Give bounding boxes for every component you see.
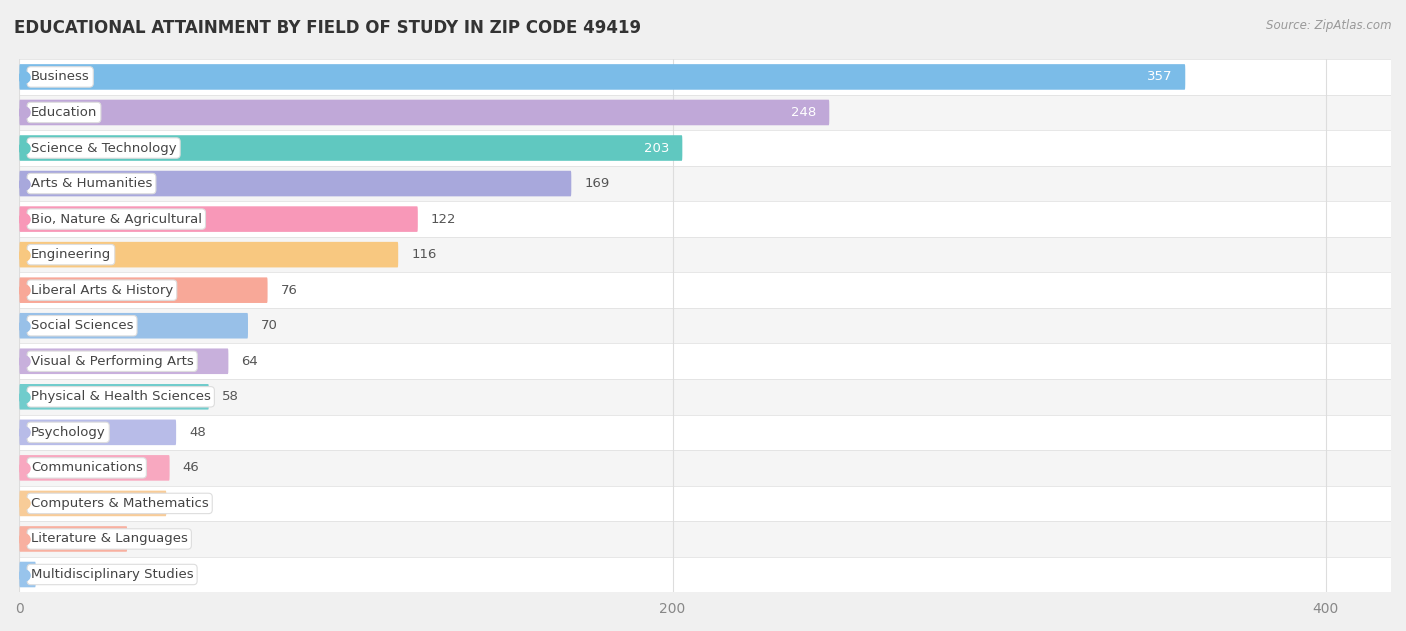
- FancyBboxPatch shape: [20, 313, 247, 338]
- Text: 33: 33: [141, 533, 157, 545]
- FancyBboxPatch shape: [20, 242, 398, 268]
- FancyBboxPatch shape: [20, 206, 418, 232]
- FancyBboxPatch shape: [20, 64, 1185, 90]
- FancyBboxPatch shape: [20, 491, 166, 516]
- Text: Arts & Humanities: Arts & Humanities: [31, 177, 152, 190]
- FancyBboxPatch shape: [20, 343, 1391, 379]
- FancyBboxPatch shape: [20, 166, 1391, 201]
- FancyBboxPatch shape: [20, 420, 176, 445]
- Text: 70: 70: [262, 319, 278, 333]
- Text: Education: Education: [31, 106, 97, 119]
- Text: 5: 5: [49, 568, 58, 581]
- Text: 122: 122: [430, 213, 457, 226]
- FancyBboxPatch shape: [20, 308, 1391, 343]
- FancyBboxPatch shape: [20, 273, 1391, 308]
- FancyBboxPatch shape: [20, 526, 127, 551]
- Text: EDUCATIONAL ATTAINMENT BY FIELD OF STUDY IN ZIP CODE 49419: EDUCATIONAL ATTAINMENT BY FIELD OF STUDY…: [14, 19, 641, 37]
- Text: Social Sciences: Social Sciences: [31, 319, 134, 333]
- Text: Engineering: Engineering: [31, 248, 111, 261]
- Text: Visual & Performing Arts: Visual & Performing Arts: [31, 355, 194, 368]
- FancyBboxPatch shape: [20, 379, 1391, 415]
- Text: Liberal Arts & History: Liberal Arts & History: [31, 284, 173, 297]
- FancyBboxPatch shape: [20, 278, 267, 303]
- FancyBboxPatch shape: [20, 59, 1391, 95]
- Text: 64: 64: [242, 355, 259, 368]
- Text: Multidisciplinary Studies: Multidisciplinary Studies: [31, 568, 194, 581]
- Text: Bio, Nature & Agricultural: Bio, Nature & Agricultural: [31, 213, 202, 226]
- FancyBboxPatch shape: [20, 130, 1391, 166]
- Text: Computers & Mathematics: Computers & Mathematics: [31, 497, 208, 510]
- FancyBboxPatch shape: [20, 348, 228, 374]
- Text: Business: Business: [31, 71, 90, 83]
- FancyBboxPatch shape: [20, 562, 35, 587]
- Text: Source: ZipAtlas.com: Source: ZipAtlas.com: [1267, 19, 1392, 32]
- FancyBboxPatch shape: [20, 171, 571, 196]
- FancyBboxPatch shape: [20, 95, 1391, 130]
- Text: Literature & Languages: Literature & Languages: [31, 533, 187, 545]
- FancyBboxPatch shape: [20, 450, 1391, 486]
- Text: 116: 116: [412, 248, 437, 261]
- Text: 48: 48: [190, 426, 205, 439]
- Text: Science & Technology: Science & Technology: [31, 141, 176, 155]
- Text: 169: 169: [585, 177, 610, 190]
- FancyBboxPatch shape: [20, 201, 1391, 237]
- FancyBboxPatch shape: [20, 237, 1391, 273]
- Text: 76: 76: [281, 284, 298, 297]
- FancyBboxPatch shape: [20, 521, 1391, 557]
- Text: Physical & Health Sciences: Physical & Health Sciences: [31, 391, 211, 403]
- Text: 45: 45: [180, 497, 197, 510]
- FancyBboxPatch shape: [20, 455, 170, 481]
- Text: 248: 248: [792, 106, 817, 119]
- FancyBboxPatch shape: [20, 557, 1391, 593]
- FancyBboxPatch shape: [20, 100, 830, 126]
- FancyBboxPatch shape: [20, 486, 1391, 521]
- Text: 58: 58: [222, 391, 239, 403]
- Text: 357: 357: [1147, 71, 1173, 83]
- Text: Psychology: Psychology: [31, 426, 105, 439]
- Text: 46: 46: [183, 461, 200, 475]
- Text: Communications: Communications: [31, 461, 142, 475]
- FancyBboxPatch shape: [20, 135, 682, 161]
- FancyBboxPatch shape: [20, 384, 208, 410]
- Text: 203: 203: [644, 141, 669, 155]
- FancyBboxPatch shape: [20, 415, 1391, 450]
